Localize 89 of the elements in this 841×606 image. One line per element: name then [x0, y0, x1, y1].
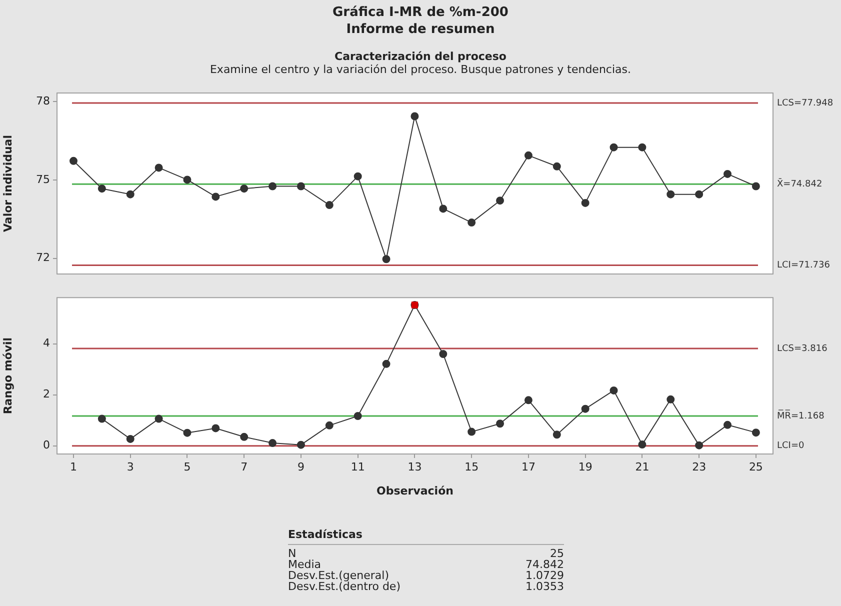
- data-label: 1.0353: [526, 580, 564, 593]
- point: [439, 204, 448, 213]
- chart-subtitle: Informe de resumen: [345, 21, 496, 38]
- point: [69, 156, 78, 165]
- data-label: 1.0729: [526, 569, 564, 582]
- point: [524, 151, 532, 160]
- point: [410, 112, 419, 120]
- point: [581, 198, 590, 207]
- category-label: Desv.Est.(general): [288, 569, 390, 582]
- point: [695, 190, 704, 198]
- point: [354, 172, 362, 180]
- point: [695, 441, 704, 450]
- y-axis-title: Valor individual: [1, 134, 14, 232]
- point: [610, 143, 618, 152]
- point: [154, 414, 163, 423]
- text: Examine el centro y la variación del proceso. Busque patrones y tendencias.: [208, 63, 632, 76]
- point: [581, 404, 590, 413]
- point: [183, 176, 192, 184]
- point: [524, 396, 532, 404]
- point: [468, 428, 476, 436]
- point: [296, 182, 305, 190]
- point: [439, 350, 448, 358]
- ref-line-label: M̅R̅=1.168: [777, 410, 825, 422]
- point: [98, 184, 106, 193]
- point: [354, 412, 362, 420]
- y-tick-label: 0: [43, 438, 50, 452]
- x-tick-label: 5: [184, 460, 191, 474]
- x-tick-label: 1: [70, 460, 77, 474]
- point: [240, 432, 248, 441]
- point: [126, 434, 134, 443]
- point: [240, 184, 248, 193]
- ref-line-label: LCS=77.948: [777, 98, 834, 108]
- point: [468, 218, 476, 227]
- y-tick-label: 75: [36, 172, 50, 186]
- y-tick-label: 78: [36, 94, 50, 108]
- ref-line-label: LCI=0: [777, 441, 804, 452]
- point: [552, 430, 561, 439]
- point: [496, 420, 504, 428]
- point: [98, 414, 106, 423]
- point: [638, 440, 646, 449]
- ref-line-label: LCS=3.816: [777, 344, 828, 354]
- category-label: Desv.Est.(dentro de): [288, 580, 400, 593]
- category-label: N: [288, 547, 296, 560]
- data-label: 74.842: [526, 558, 564, 571]
- x-tick-label: 25: [748, 460, 763, 474]
- x-tick-label: 19: [578, 460, 592, 474]
- point: [382, 360, 390, 368]
- point: [212, 424, 220, 432]
- point: [212, 192, 220, 201]
- x-tick-label: 9: [297, 460, 304, 474]
- y-axis-title: Rango móvil: [1, 337, 14, 414]
- point: [325, 421, 334, 430]
- point: [268, 182, 277, 190]
- x-tick-label: 15: [464, 460, 479, 474]
- point: [496, 196, 504, 205]
- y-tick-label: 4: [43, 336, 50, 350]
- x-tick-label: 11: [350, 460, 365, 474]
- chart-title: Gráfica I-MR de %m-200: [332, 4, 510, 21]
- point: [154, 164, 163, 172]
- point: [666, 190, 675, 198]
- point: [268, 439, 277, 448]
- point: [752, 428, 760, 437]
- point: [126, 190, 134, 198]
- x-tick-label: 23: [692, 460, 706, 474]
- x-tick-label: 3: [126, 460, 134, 474]
- text: Caracterización del proceso: [334, 50, 508, 63]
- ref-line-label: LCI=71.736: [777, 260, 830, 271]
- text: Estadísticas: [288, 528, 564, 545]
- y-tick-label: 72: [36, 251, 50, 264]
- point: [724, 170, 732, 178]
- point: [296, 440, 305, 449]
- point: [752, 182, 760, 190]
- x-tick-label: 21: [635, 460, 650, 474]
- point: [610, 386, 618, 394]
- x-tick-label: 13: [408, 460, 422, 474]
- x-axis-title: Observación: [376, 484, 454, 498]
- category-label: Media: [288, 558, 322, 571]
- data-label: 25: [550, 547, 564, 560]
- point: [325, 201, 334, 210]
- point: [666, 395, 675, 404]
- y-tick-label: 2: [43, 388, 50, 401]
- ref-line-label: X̄=74.842: [777, 178, 822, 190]
- point: [638, 143, 646, 152]
- x-tick-label: 17: [521, 460, 536, 474]
- x-tick-label: 7: [240, 460, 248, 474]
- point: [724, 420, 732, 429]
- point: [552, 162, 561, 170]
- point: [382, 255, 390, 264]
- point: [183, 428, 192, 437]
